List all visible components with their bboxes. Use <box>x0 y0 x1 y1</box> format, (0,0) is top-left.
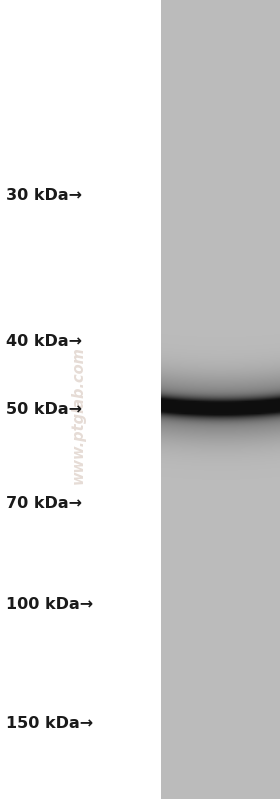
Text: www.ptglab.com: www.ptglab.com <box>71 347 86 484</box>
Text: 40 kDa→: 40 kDa→ <box>6 335 81 349</box>
Text: 150 kDa→: 150 kDa→ <box>6 716 93 730</box>
Text: 100 kDa→: 100 kDa→ <box>6 598 93 612</box>
Text: 50 kDa→: 50 kDa→ <box>6 402 81 416</box>
Text: 70 kDa→: 70 kDa→ <box>6 496 81 511</box>
Text: 30 kDa→: 30 kDa→ <box>6 189 81 203</box>
